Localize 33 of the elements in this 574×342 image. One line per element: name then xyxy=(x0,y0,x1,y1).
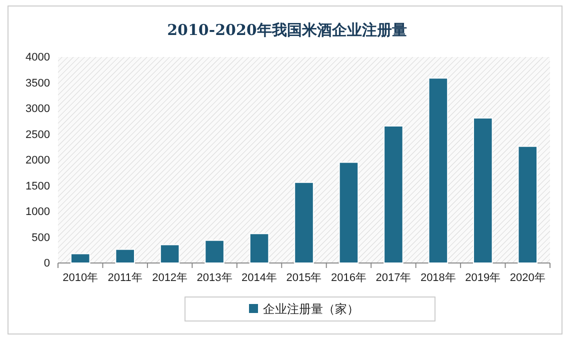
x-tick-label: 2017年 xyxy=(376,272,412,284)
bar xyxy=(428,78,448,264)
x-tick-label: 2010年 xyxy=(62,272,98,284)
x-tick-label: 2013年 xyxy=(196,272,232,284)
x-tick-label: 2012年 xyxy=(152,272,188,284)
bar xyxy=(518,146,538,264)
x-tick-label: 2018年 xyxy=(420,272,456,284)
bar xyxy=(249,233,270,264)
y-tick-label: 4000 xyxy=(26,52,50,64)
bar xyxy=(70,253,90,264)
bar xyxy=(473,118,493,264)
x-tick-label: 2015年 xyxy=(286,272,322,284)
x-tick-label: 2020年 xyxy=(510,272,546,284)
y-tick-label: 500 xyxy=(32,232,50,244)
y-tick-label: 3000 xyxy=(26,103,50,116)
x-tick-label: 2011年 xyxy=(108,272,142,284)
bar xyxy=(338,162,359,264)
x-tick-label: 2016年 xyxy=(330,272,366,284)
y-tick-label: 2500 xyxy=(26,128,50,141)
y-tick-label: 1000 xyxy=(26,206,50,218)
y-tick-label: 0 xyxy=(44,258,50,270)
legend-label: 企业注册量（家） xyxy=(263,302,359,316)
y-tick-label: 2000 xyxy=(26,154,50,167)
bar xyxy=(204,240,224,264)
bar xyxy=(115,248,135,264)
y-tick-label: 1500 xyxy=(26,180,50,192)
x-tick-label: 2019年 xyxy=(465,272,501,284)
bar xyxy=(384,126,404,264)
chart-title: 2010-2020年我国米酒企业注册量 xyxy=(167,21,407,39)
bar xyxy=(294,182,314,264)
x-tick-label: 2014年 xyxy=(242,272,278,284)
y-tick-label: 3500 xyxy=(26,77,50,90)
bar xyxy=(160,244,180,264)
